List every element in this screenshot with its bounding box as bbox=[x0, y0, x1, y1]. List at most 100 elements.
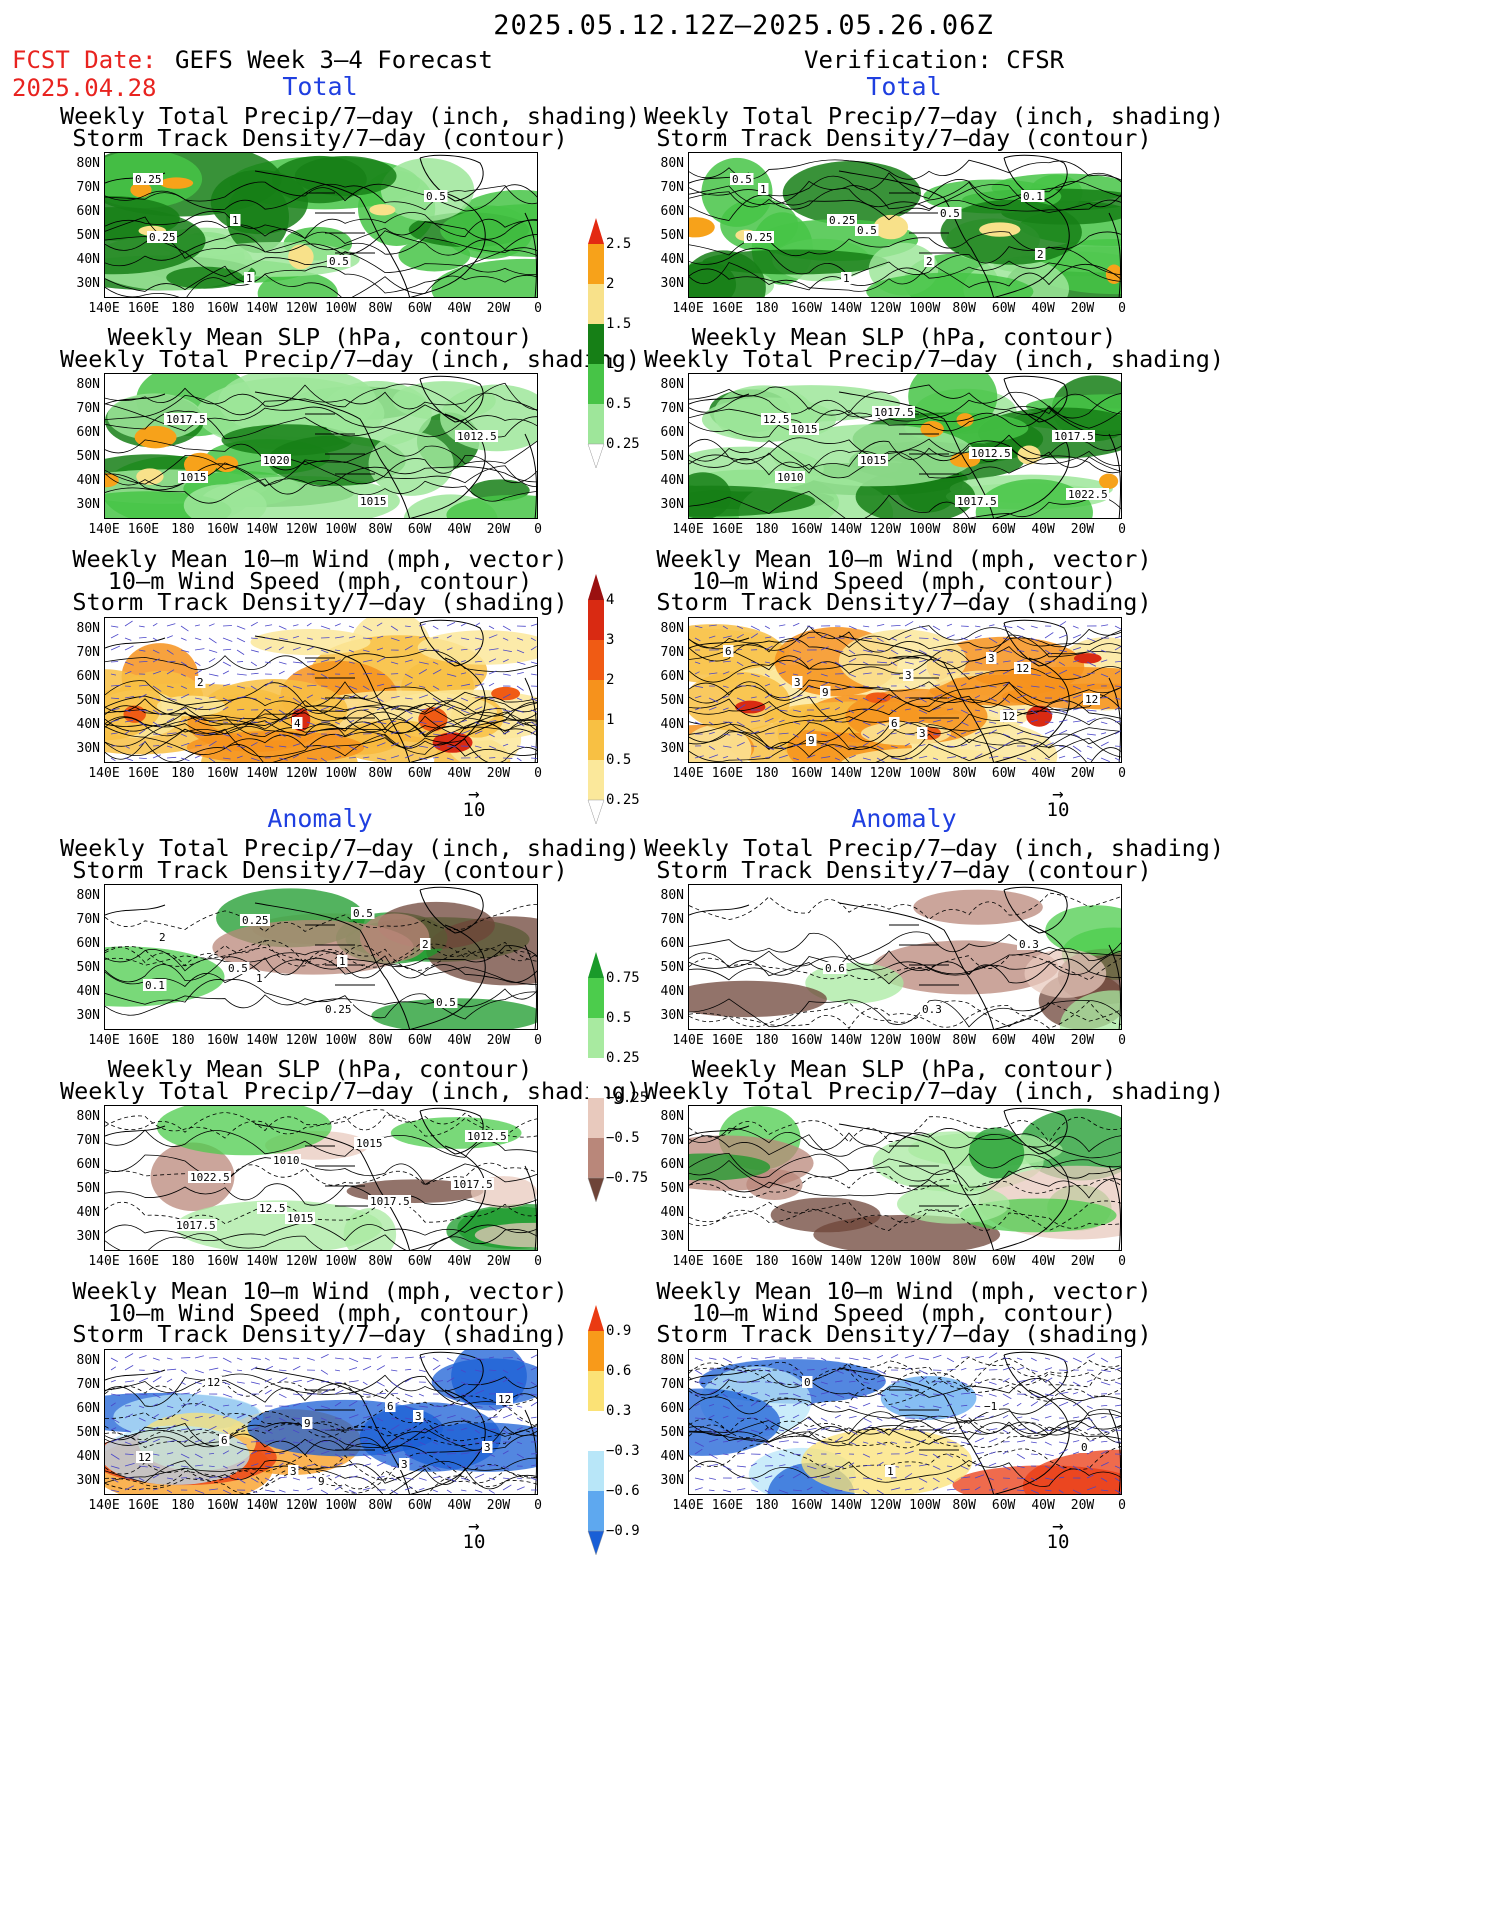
contour-label-bg bbox=[730, 173, 754, 185]
vector-reference: → 10 bbox=[444, 1515, 504, 1553]
lon-tick-label: 20W bbox=[486, 1254, 511, 1269]
contour bbox=[105, 1221, 537, 1242]
wind-vector bbox=[974, 1355, 984, 1359]
wind-vector bbox=[488, 658, 497, 663]
wind-vector bbox=[502, 693, 511, 699]
wind-vector bbox=[1086, 745, 1093, 749]
wind-vector bbox=[264, 731, 271, 735]
wind-vector bbox=[722, 1429, 730, 1434]
wind-vector bbox=[446, 647, 453, 651]
wind-vector bbox=[222, 1381, 230, 1385]
colorbar-segment bbox=[588, 1138, 604, 1178]
wind-vector bbox=[278, 1393, 287, 1399]
contour-label: 1022.5 bbox=[190, 1171, 230, 1184]
wind-vector bbox=[1002, 697, 1011, 703]
contour-label: 9 bbox=[822, 686, 829, 699]
contour-label: 1010 bbox=[273, 1154, 300, 1167]
contour-label: 6 bbox=[891, 717, 898, 730]
wind-vector bbox=[1114, 625, 1121, 630]
wind-vector bbox=[778, 661, 786, 666]
wind-vector bbox=[932, 1427, 942, 1431]
contour-label: 1017.5 bbox=[176, 1219, 216, 1232]
colorbar-segment bbox=[588, 404, 604, 444]
wind-vector bbox=[502, 1413, 513, 1419]
contour bbox=[105, 459, 537, 488]
wind-vector bbox=[792, 673, 799, 676]
lon-tick-label: 120W bbox=[285, 1498, 317, 1513]
wind-vector bbox=[222, 1450, 230, 1455]
contour-label: 1012.5 bbox=[457, 430, 497, 443]
wind-vector bbox=[764, 636, 772, 639]
wind-vector bbox=[306, 721, 315, 726]
wind-vector bbox=[194, 1477, 204, 1480]
wind-vector bbox=[834, 1428, 841, 1431]
wind-vector bbox=[376, 1381, 385, 1387]
lon-tick-label: 0 bbox=[1118, 1033, 1126, 1048]
contour bbox=[105, 233, 537, 255]
contour bbox=[105, 737, 537, 762]
wind-vector bbox=[1086, 649, 1096, 655]
east-coast bbox=[410, 924, 486, 1029]
contour bbox=[105, 691, 537, 715]
wind-vector bbox=[362, 1428, 371, 1431]
contour-label-bg bbox=[147, 231, 177, 243]
wind-vector bbox=[778, 696, 789, 699]
wind-vector bbox=[722, 1378, 730, 1383]
wind-vector bbox=[488, 1428, 497, 1431]
wind-vector bbox=[1114, 645, 1121, 651]
wind-vector bbox=[1072, 685, 1081, 690]
colorbar-segment bbox=[588, 1058, 604, 1098]
wind-vector bbox=[848, 658, 857, 663]
wind-vector bbox=[1016, 685, 1023, 688]
wind-vector bbox=[1100, 706, 1110, 711]
wind-vector bbox=[988, 745, 998, 751]
shade-blob bbox=[368, 431, 454, 496]
contour-lines bbox=[105, 649, 537, 762]
wind-vector bbox=[946, 1488, 957, 1491]
wind-vector bbox=[750, 661, 758, 664]
wind-vector bbox=[736, 1429, 743, 1432]
wind-vector bbox=[432, 661, 439, 665]
colorbar-precip_total bbox=[587, 218, 605, 468]
lon-tick-label: 0 bbox=[534, 1498, 542, 1513]
wind-vector bbox=[1072, 745, 1082, 752]
wind-vector bbox=[736, 742, 745, 747]
wind-vector bbox=[432, 1380, 443, 1383]
contour bbox=[689, 434, 1121, 461]
contour bbox=[105, 946, 537, 971]
wind-vector bbox=[1002, 1377, 1010, 1383]
contour bbox=[105, 1114, 537, 1139]
wind-vector bbox=[1002, 670, 1010, 675]
shade-peak bbox=[873, 214, 909, 240]
contour-label-bg bbox=[1014, 662, 1031, 674]
wind-vector bbox=[110, 673, 117, 676]
wind-vector bbox=[946, 1393, 955, 1398]
west-coast bbox=[838, 635, 994, 762]
wind-vector bbox=[862, 1381, 870, 1384]
wind-vector bbox=[502, 649, 512, 653]
wind-vector bbox=[278, 1462, 284, 1467]
lon-tick-label: 160E bbox=[711, 1033, 744, 1048]
shade-peak bbox=[735, 700, 766, 714]
wind-vector bbox=[236, 625, 246, 630]
lon-tick-label: 180 bbox=[755, 1033, 779, 1048]
wind-vector bbox=[764, 705, 772, 711]
lat-tick-label: 50N bbox=[660, 449, 684, 464]
lon-tick-label: 80W bbox=[952, 1033, 976, 1048]
panel-title-line: Storm Track Density/7–day (contour) bbox=[656, 123, 1152, 152]
wind-vector bbox=[862, 709, 871, 711]
contour bbox=[105, 249, 537, 278]
wind-vector bbox=[376, 635, 384, 639]
wind-vector bbox=[722, 1465, 732, 1470]
wind-vector bbox=[834, 661, 844, 668]
shade-peak bbox=[159, 177, 194, 189]
wind-vector bbox=[736, 625, 744, 630]
contour-label-bg bbox=[219, 1434, 230, 1446]
contour-label: 1015 bbox=[791, 423, 818, 436]
wind-vector bbox=[834, 1452, 841, 1455]
wind-vector bbox=[376, 622, 383, 627]
contour-label-bg bbox=[744, 231, 774, 243]
west-coast bbox=[838, 1123, 994, 1250]
wind-vector bbox=[348, 1400, 358, 1407]
wind-vector bbox=[334, 685, 341, 688]
